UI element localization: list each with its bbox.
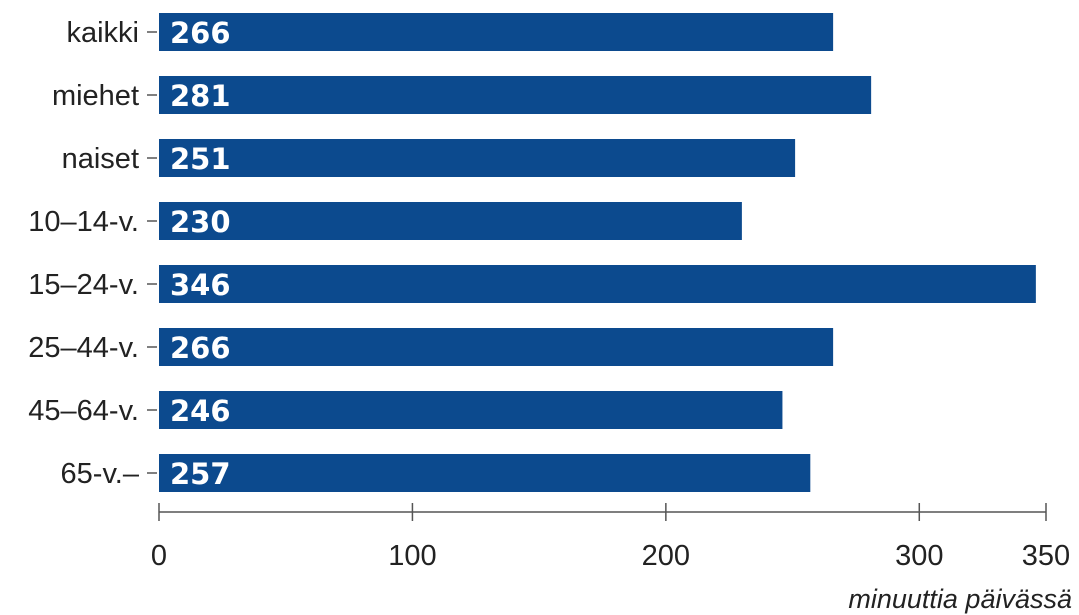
bar-3 [159,202,742,240]
bar-0 [159,13,834,51]
x-axis-title: minuuttia päivässä [848,584,1072,614]
value-label-4: 346 [170,268,231,302]
x-tick-label-2: 200 [642,540,690,572]
bar-7 [159,454,811,492]
x-tick-label-0: 0 [151,540,167,572]
bar-4 [159,265,1036,303]
value-label-7: 257 [170,457,231,491]
category-label-0: kaikki [66,17,139,49]
category-label-2: naiset [62,143,139,175]
category-label-6: 45–64-v. [28,395,139,427]
bar-6 [159,391,783,429]
bar-5 [159,328,834,366]
x-axis: 0 100 200 300 350 [151,503,1070,572]
category-label-7: 65-v.– [61,458,140,490]
x-tick-label-1: 100 [388,540,436,572]
bar-1 [159,76,872,114]
value-label-3: 230 [170,205,231,239]
value-label-0: 266 [170,16,231,50]
category-label-3: 10–14-v. [28,206,139,238]
category-labels: kaikki miehet naiset 10–14-v. 15–24-v. 25–44-… [28,17,157,490]
category-label-1: miehet [52,80,139,112]
value-label-6: 246 [170,394,231,428]
x-tick-label-4: 350 [1022,540,1070,572]
bars-group [159,13,1036,492]
category-label-4: 15–24-v. [28,269,139,301]
x-tick-label-3: 300 [895,540,943,572]
value-label-5: 266 [170,331,231,365]
value-labels: 266 281 251 230 346 266 246 257 [170,16,231,491]
bar-2 [159,139,796,177]
category-label-5: 25–44-v. [28,332,139,364]
value-label-2: 251 [170,142,231,176]
value-label-1: 281 [170,79,231,113]
